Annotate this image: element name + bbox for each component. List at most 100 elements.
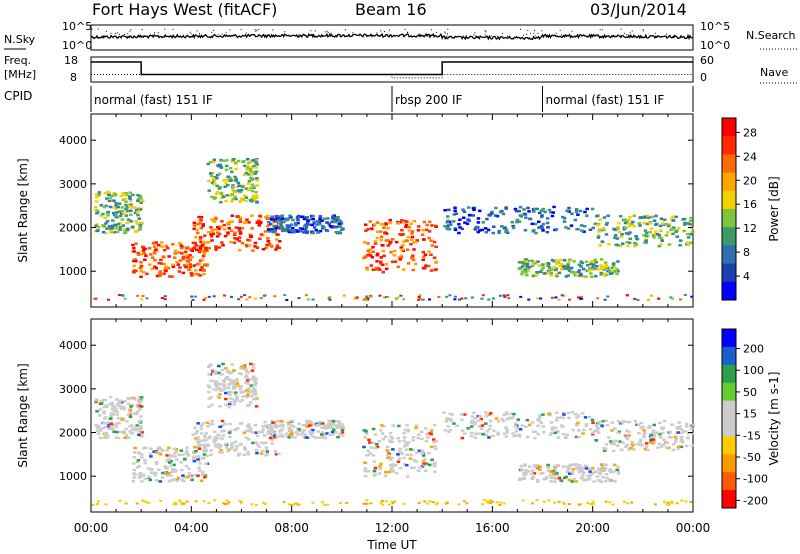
power-cell [654, 223, 658, 226]
velocity-cell [203, 446, 207, 450]
velocity-cell [110, 404, 115, 408]
velocity-cell [581, 474, 585, 477]
velocity-cell [492, 429, 496, 433]
power-cell [245, 244, 249, 248]
power-cell [253, 245, 257, 248]
velocity-cell [367, 438, 371, 442]
power-cell [596, 234, 601, 238]
power-cell [365, 266, 369, 270]
velocity-cell [448, 428, 452, 432]
power-cell [670, 227, 674, 231]
power-cell [562, 259, 567, 262]
velocity-cell [479, 427, 484, 430]
velocity-clutter-cell [323, 503, 327, 506]
power-cell [178, 242, 182, 245]
velocity-cell [383, 474, 388, 478]
velocity-cell [554, 426, 558, 430]
velocity-cell [513, 424, 518, 428]
power-clutter-cell [364, 298, 368, 301]
power-cell [266, 220, 271, 224]
velocity-cell [131, 462, 136, 465]
power-cell [615, 272, 619, 276]
velocity-cell [216, 387, 220, 390]
power-cell [101, 230, 106, 234]
velocity-cell [384, 471, 388, 474]
velocity-colorbar-tick-label: -15 [743, 429, 761, 442]
power-colorbar-swatch [722, 172, 736, 192]
power-cell [379, 262, 383, 265]
power-clutter-cell [646, 298, 650, 301]
velocity-clutter-cell [202, 500, 206, 503]
velocity-cell [630, 443, 635, 446]
velocity-cell [308, 423, 312, 426]
velocity-cell [172, 463, 176, 467]
power-cell [154, 267, 159, 270]
power-cell [565, 209, 569, 212]
power-cell [514, 209, 519, 213]
velocity-cell [253, 424, 258, 427]
power-cell [195, 228, 199, 232]
power-cell [123, 197, 128, 201]
power-clutter-cell [519, 295, 523, 298]
velocity-clutter-cell [179, 501, 183, 504]
power-cell [620, 233, 624, 236]
power-cell [171, 265, 176, 269]
velocity-cell [581, 471, 586, 475]
power-cell [597, 230, 601, 233]
velocity-colorbar-tick-label: -200 [743, 494, 768, 507]
velocity-cell [111, 413, 116, 416]
power-cell [447, 228, 452, 231]
power-cell [212, 220, 216, 223]
velocity-clutter-cell [145, 501, 149, 504]
power-cell [434, 245, 438, 249]
power-cell [476, 230, 480, 234]
velocity-cell [647, 426, 651, 430]
power-cell [139, 201, 143, 204]
velocity-cell [310, 434, 314, 438]
power-clutter-cell [107, 298, 110, 301]
velocity-cell [676, 426, 680, 429]
power-cell [103, 216, 107, 220]
velocity-cell [484, 414, 489, 418]
velocity-cell [455, 424, 459, 428]
power-cell [655, 233, 660, 236]
velocity-cell [229, 379, 233, 382]
velocity-cell [143, 477, 147, 481]
velocity-colorbar-tick-label: -50 [743, 451, 761, 464]
power-clutter-cell [679, 298, 682, 301]
velocity-cell [505, 417, 510, 421]
velocity-cell [328, 433, 333, 436]
velocity-cell [222, 384, 227, 387]
power-cell [429, 239, 433, 242]
power-cell [325, 221, 329, 224]
velocity-cell [389, 463, 393, 467]
velocity-cell [249, 428, 253, 431]
power-clutter-cell [464, 297, 468, 300]
power-cell [198, 236, 203, 239]
power-cell [643, 229, 648, 232]
velocity-clutter-cell [387, 503, 391, 506]
velocity-cell [650, 436, 654, 439]
power-cell [269, 217, 273, 220]
velocity-cell [96, 432, 101, 435]
velocity-cell [131, 428, 135, 431]
velocity-clutter-cell [238, 499, 242, 502]
velocity-cell [137, 396, 141, 399]
velocity-clutter-cell [465, 502, 469, 505]
velocity-cell [473, 421, 478, 424]
power-cell [633, 241, 637, 245]
velocity-cell [199, 479, 204, 482]
power-cell [593, 222, 598, 226]
power-cell [526, 267, 530, 271]
power-cell [618, 215, 623, 218]
power-cell [491, 231, 495, 235]
velocity-cell [651, 442, 655, 445]
power-cell [238, 200, 242, 204]
power-cell [334, 220, 338, 224]
velocity-cell [305, 420, 309, 423]
power-cell [458, 226, 462, 229]
velocity-cell [481, 433, 486, 436]
power-cell [511, 226, 516, 230]
velocity-cell [388, 431, 393, 435]
power-cell [398, 233, 402, 236]
